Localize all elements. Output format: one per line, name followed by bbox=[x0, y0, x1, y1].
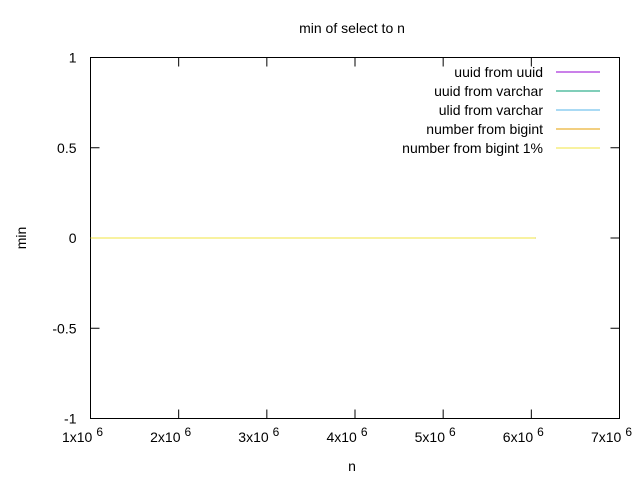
y-tick-label: -0.5 bbox=[52, 320, 76, 336]
x-tick-label: 3x10 6 bbox=[238, 425, 279, 445]
legend: uuid from uuid uuid from varchar ulid from… bbox=[402, 64, 600, 156]
y-tick-label: 0.5 bbox=[57, 140, 77, 156]
x-axis-label: n bbox=[348, 458, 356, 474]
y-axis: 1 0.5 0 -0.5 -1 bbox=[52, 50, 620, 427]
x-axis: 1x10 6 2x10 6 3x10 6 4x10 6 5x10 6 6x10 6 7x10 6 bbox=[62, 57, 632, 445]
x-tick-mantissa: 7x10 bbox=[591, 429, 622, 445]
x-tick-label: 5x10 6 bbox=[415, 425, 456, 445]
x-tick-label: 1x10 6 bbox=[62, 425, 103, 445]
x-tick-label: 2x10 6 bbox=[150, 425, 191, 445]
legend-label: number from bigint 1% bbox=[402, 140, 543, 156]
x-tick-exponent: 6 bbox=[361, 425, 368, 439]
x-tick-mantissa: 3x10 bbox=[238, 429, 269, 445]
y-tick-label: 0 bbox=[69, 230, 77, 246]
x-tick-exponent: 6 bbox=[537, 425, 544, 439]
y-tick-label: -1 bbox=[64, 411, 77, 427]
x-tick-exponent: 6 bbox=[185, 425, 192, 439]
legend-label: number from bigint bbox=[426, 121, 543, 137]
legend-label: uuid from uuid bbox=[454, 64, 543, 80]
x-tick-mantissa: 5x10 bbox=[415, 429, 446, 445]
x-tick-label: 6x10 6 bbox=[503, 425, 544, 445]
x-tick-exponent: 6 bbox=[625, 425, 632, 439]
chart-title: min of select to n bbox=[299, 20, 405, 36]
legend-label: ulid from varchar bbox=[439, 102, 544, 118]
y-axis-label: min bbox=[13, 227, 29, 250]
y-tick-label: 1 bbox=[69, 50, 77, 66]
x-tick-label: 4x10 6 bbox=[326, 425, 367, 445]
x-tick-mantissa: 1x10 bbox=[62, 429, 93, 445]
x-tick-mantissa: 6x10 bbox=[503, 429, 534, 445]
x-tick-exponent: 6 bbox=[449, 425, 456, 439]
x-tick-label: 7x10 6 bbox=[591, 425, 632, 445]
x-tick-exponent: 6 bbox=[273, 425, 280, 439]
x-tick-mantissa: 2x10 bbox=[150, 429, 181, 445]
legend-label: uuid from varchar bbox=[434, 83, 543, 99]
x-tick-mantissa: 4x10 bbox=[326, 429, 357, 445]
x-tick-exponent: 6 bbox=[96, 425, 103, 439]
